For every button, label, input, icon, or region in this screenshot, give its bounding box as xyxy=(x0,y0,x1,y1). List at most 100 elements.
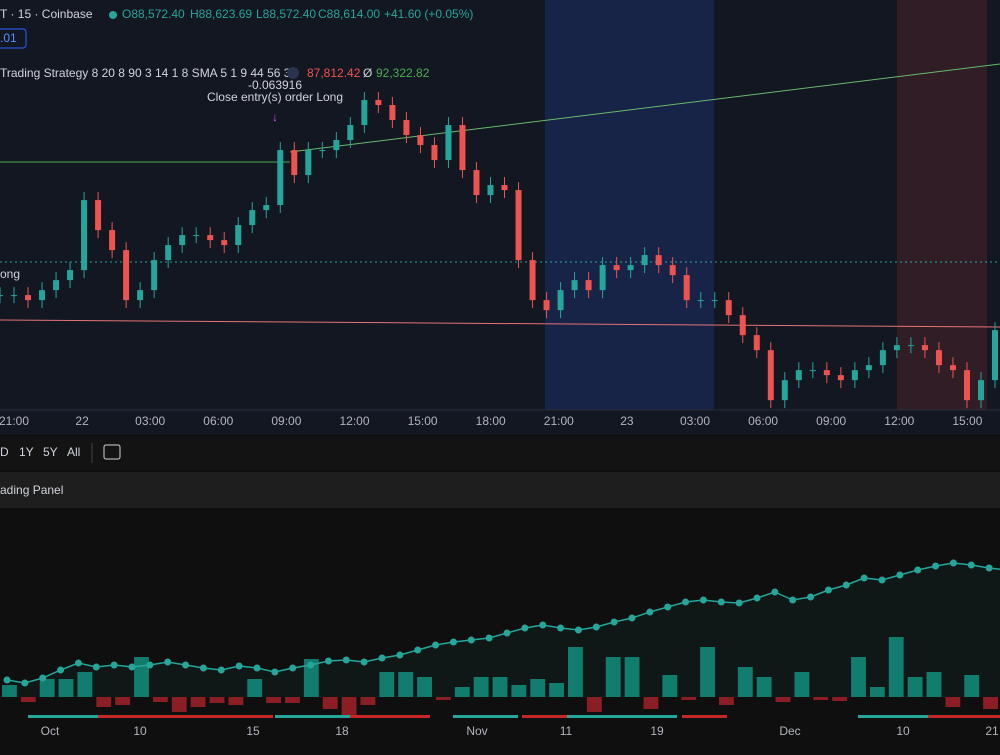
equity-dot xyxy=(146,661,154,669)
equity-dot xyxy=(682,598,690,606)
equity-dot xyxy=(914,566,922,574)
equity-dot xyxy=(182,661,190,669)
bar xyxy=(2,685,17,697)
candle xyxy=(992,330,998,381)
bar xyxy=(869,687,885,697)
bar xyxy=(303,659,319,697)
candle xyxy=(557,290,564,311)
candle xyxy=(137,290,144,301)
x-tick-label: 03:00 xyxy=(680,414,710,428)
equity-dot xyxy=(557,624,565,632)
bar xyxy=(96,697,112,707)
equity-dot xyxy=(217,666,225,674)
equity-dot xyxy=(164,658,172,666)
order-arrow: ↓ xyxy=(272,110,278,124)
equity-dot xyxy=(628,614,636,622)
equity-dot xyxy=(396,651,404,659)
bar xyxy=(473,677,489,697)
equity-dot xyxy=(92,663,100,671)
bar xyxy=(39,679,55,697)
candle xyxy=(179,235,186,246)
equity-dot xyxy=(74,659,82,667)
candle xyxy=(655,255,662,266)
x-tick-label: 09:00 xyxy=(816,414,846,428)
stop-value: 87,812.42 xyxy=(307,66,361,80)
candle xyxy=(543,300,550,311)
bar xyxy=(681,697,697,700)
equity-dot xyxy=(807,593,815,601)
candle xyxy=(529,260,536,301)
candle xyxy=(123,250,130,301)
range-button[interactable]: D xyxy=(0,445,9,459)
bar xyxy=(492,677,508,697)
strategy-name: Trading Strategy 8 20 8 90 3 14 1 8 SMA … xyxy=(0,66,291,80)
candle xyxy=(151,260,158,291)
candle xyxy=(207,235,214,241)
annotation: Close entry(s) order Long xyxy=(207,90,343,104)
candle xyxy=(725,300,732,316)
equity-dot xyxy=(699,596,707,604)
equity-dot xyxy=(539,621,547,629)
x-tick-label: 12:00 xyxy=(884,414,914,428)
equity-dot xyxy=(289,664,297,672)
bar xyxy=(586,697,602,712)
range-button[interactable]: All xyxy=(67,445,80,459)
equity-area xyxy=(7,563,1000,697)
x-tick-label: 21:00 xyxy=(544,414,574,428)
range-button[interactable]: 1Y xyxy=(19,445,34,459)
equity-dot xyxy=(3,676,11,684)
badge[interactable] xyxy=(0,28,27,49)
bar xyxy=(662,675,678,697)
x-tick-label: 22 xyxy=(75,414,89,428)
x-tick-label: 10 xyxy=(896,724,910,738)
bar xyxy=(341,697,357,715)
candle xyxy=(249,210,256,226)
calendar-icon[interactable] xyxy=(103,444,121,460)
x-tick-label: 12:00 xyxy=(339,414,369,428)
bar xyxy=(964,675,980,697)
bar xyxy=(228,697,244,705)
bar xyxy=(851,657,866,697)
candle xyxy=(67,270,74,281)
equity-dot xyxy=(878,576,886,584)
equity-dot xyxy=(717,598,725,606)
candle xyxy=(0,295,3,297)
candle xyxy=(193,235,200,237)
x-tick-label: 03:00 xyxy=(135,414,165,428)
annotation: ong xyxy=(0,267,20,281)
candle xyxy=(235,225,242,246)
x-tick-label: 15 xyxy=(246,724,260,738)
ohlc: L88,572.40 xyxy=(256,7,316,21)
equity-dot xyxy=(949,559,957,567)
candle xyxy=(403,120,410,136)
range-button[interactable]: 5Y xyxy=(43,445,58,459)
bar xyxy=(58,679,74,697)
equity-dot xyxy=(896,571,904,579)
equity-dot xyxy=(932,562,940,570)
bar xyxy=(983,697,998,709)
equity-dot xyxy=(432,641,440,649)
candle xyxy=(683,275,690,301)
x-tick-label: 21:00 xyxy=(0,414,29,428)
bar xyxy=(454,687,470,697)
equity-dot xyxy=(967,561,975,569)
candle xyxy=(515,190,522,261)
equity-dot xyxy=(271,668,279,676)
bar xyxy=(77,672,93,697)
icon[interactable] xyxy=(287,67,299,79)
candle xyxy=(305,150,312,176)
candle xyxy=(963,370,970,401)
x-tick-label: 06:00 xyxy=(748,414,778,428)
bar xyxy=(832,697,848,701)
candle xyxy=(641,255,648,266)
equity-dot xyxy=(342,656,350,664)
candle xyxy=(907,345,914,347)
target-value: 92,322.82 xyxy=(376,66,430,80)
x-tick-label: Dec xyxy=(779,724,800,738)
panel-header xyxy=(0,472,1000,508)
change: +41.60 (+0.05%) xyxy=(384,7,473,21)
equity-dot xyxy=(360,658,368,666)
ohlc: C88,614.00 xyxy=(318,7,380,21)
candle xyxy=(865,365,872,371)
